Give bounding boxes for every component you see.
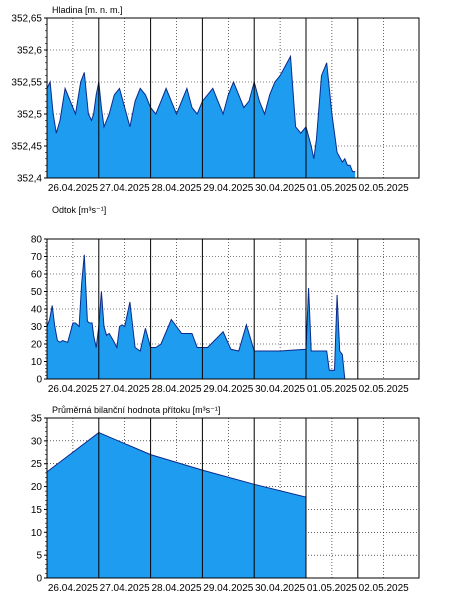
- y-tick-label: 0: [36, 574, 42, 585]
- x-tick-label: 26.04.2025: [48, 583, 98, 594]
- y-tick-label: 60: [31, 270, 43, 281]
- x-tick-label: 28.04.2025: [151, 183, 201, 194]
- y-tick-label: 10: [31, 357, 43, 368]
- x-tick-label: 27.04.2025: [100, 384, 150, 395]
- x-tick-label: 26.04.2025: [48, 183, 98, 194]
- y-tick-label: 352,4: [17, 174, 42, 185]
- y-tick-label: 80: [31, 235, 43, 246]
- y-tick-label: 5: [36, 551, 42, 562]
- x-tick-label: 30.04.2025: [255, 183, 305, 194]
- plot-frame: [46, 17, 420, 179]
- plot-frame: [46, 417, 420, 579]
- x-tick-label: 26.04.2025: [48, 384, 98, 395]
- chart-panel-2: 0 10 20 30 40 50 60 70 80 26.04.2025 27.04.2025 28.…: [31, 205, 420, 395]
- y-tick-label: 0: [36, 375, 42, 386]
- series-line: [46, 432, 307, 498]
- y-tick-label: 30: [31, 436, 43, 447]
- y-tick-label: 35: [31, 414, 43, 425]
- y-tick-label: 70: [31, 252, 43, 263]
- y-tick-label: 352,6: [17, 46, 42, 57]
- y-tick-label: 15: [31, 505, 43, 516]
- y-tick-label: 20: [31, 482, 43, 493]
- y-tick-label: 352,65: [11, 14, 42, 25]
- x-tick-label: 27.04.2025: [100, 183, 150, 194]
- plot-frame: [46, 238, 420, 380]
- x-tick-label: 29.04.2025: [203, 583, 253, 594]
- y-tick-label: 40: [31, 305, 43, 316]
- y-axis-label: Průměrná bilanční hodnota přítoku [m³s⁻¹…: [52, 405, 220, 415]
- x-tick-label: 02.05.2025: [359, 183, 409, 194]
- y-axis-label: Hladina [m. n. m.]: [52, 5, 123, 15]
- x-tick-label: 28.04.2025: [151, 384, 201, 395]
- y-tick-label: 25: [31, 459, 43, 470]
- y-tick-label: 20: [31, 340, 43, 351]
- chart-panel-3: 0 5 10 15 20 25 30 35 26.04.2025 27.04.2025 28.04.…: [31, 405, 420, 594]
- series-area: [47, 432, 306, 578]
- x-tick-label: 27.04.2025: [100, 583, 150, 594]
- x-tick-label: 29.04.2025: [203, 384, 253, 395]
- x-tick-label: 01.05.2025: [307, 183, 357, 194]
- y-tick-label: 50: [31, 287, 43, 298]
- x-tick-label: 02.05.2025: [359, 384, 409, 395]
- x-tick-label: 30.04.2025: [255, 384, 305, 395]
- x-tick-label: 01.05.2025: [307, 384, 357, 395]
- y-tick-label: 10: [31, 528, 43, 539]
- chart-panel-1: 352,4 352,45 352,5 352,55 352,6 352,65 26.04.2…: [11, 5, 420, 194]
- y-tick-label: 352,45: [11, 142, 42, 153]
- y-tick-label: 30: [31, 322, 43, 333]
- x-tick-label: 29.04.2025: [203, 183, 253, 194]
- y-axis-label: Odtok [m³s⁻¹]: [52, 205, 106, 215]
- x-tick-label: 02.05.2025: [359, 583, 409, 594]
- y-tick-label: 352,55: [11, 78, 42, 89]
- series-line: [46, 254, 348, 380]
- x-tick-label: 28.04.2025: [151, 583, 201, 594]
- x-tick-label: 01.05.2025: [307, 583, 357, 594]
- series-area: [47, 254, 348, 379]
- y-tick-label: 352,5: [17, 110, 42, 121]
- series-area: [47, 56, 356, 178]
- x-tick-label: 30.04.2025: [255, 583, 305, 594]
